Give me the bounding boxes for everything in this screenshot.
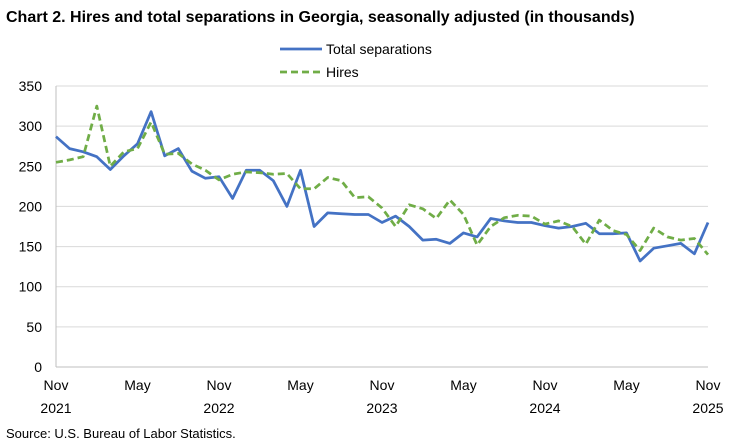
legend-label: Total separations [326, 41, 432, 57]
y-tick-label: 200 [19, 198, 43, 214]
source-note: Source: U.S. Bureau of Labor Statistics. [6, 426, 236, 441]
series-line [55, 110, 710, 263]
y-tick-label: 350 [19, 78, 43, 94]
series-line [55, 104, 710, 256]
x-tick-label: May [124, 377, 150, 393]
y-tick-label: 150 [19, 239, 43, 255]
x-tick-label: Nov 2022 [203, 377, 234, 416]
y-tick-label: 0 [34, 359, 42, 375]
y-tick-label: 250 [19, 158, 43, 174]
x-tick-label: Nov 2021 [40, 377, 71, 416]
legend-label: Hires [326, 64, 359, 80]
x-tick-label: Nov 2023 [366, 377, 397, 416]
y-tick-label: 100 [19, 279, 43, 295]
x-tick-label: Nov 2024 [529, 377, 560, 416]
y-tick-label: 50 [26, 319, 42, 335]
x-tick-label: May [450, 377, 476, 393]
x-tick-label: Nov 2025 [692, 377, 723, 416]
y-tick-label: 300 [19, 118, 43, 134]
x-tick-label: May [287, 377, 313, 393]
chart-title: Chart 2. Hires and total separations in … [6, 9, 635, 26]
x-tick-label: May [613, 377, 639, 393]
